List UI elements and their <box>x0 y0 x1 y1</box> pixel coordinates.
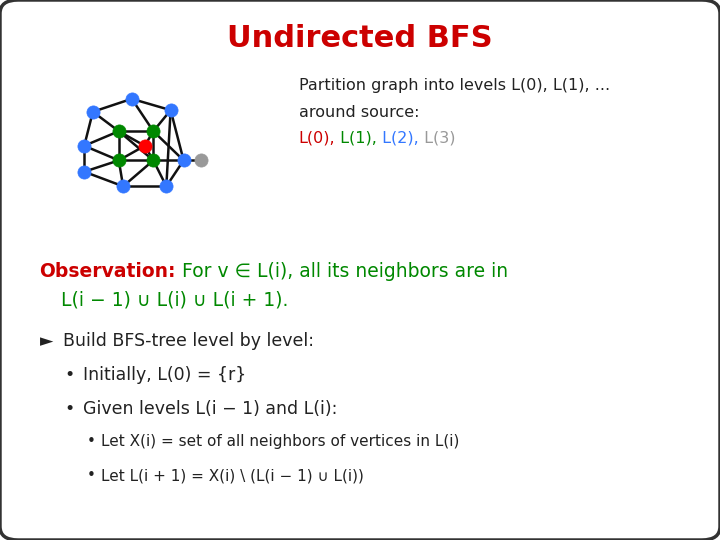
Text: Given levels L(i − 1) and L(i):: Given levels L(i − 1) and L(i): <box>83 400 337 418</box>
Text: L(0),: L(0), <box>299 131 336 146</box>
Text: Partition graph into levels L(0), L(1), ...: Partition graph into levels L(0), L(1), … <box>299 78 610 93</box>
Text: Observation:: Observation: <box>40 262 176 281</box>
Text: L(2),: L(2), <box>377 131 419 146</box>
Point <box>87 107 99 116</box>
Text: Initially, L(0) = {r}: Initially, L(0) = {r} <box>83 366 246 384</box>
Point <box>78 141 90 150</box>
Text: •: • <box>65 366 75 384</box>
Text: Undirected BFS: Undirected BFS <box>228 24 492 53</box>
Text: For v ∈ L(i), all its neighbors are in: For v ∈ L(i), all its neighbors are in <box>176 262 508 281</box>
Point <box>126 94 138 103</box>
Text: around source:: around source: <box>299 105 419 120</box>
Text: Let L(i + 1) = X(i) \ (L(i − 1) ∪ L(i)): Let L(i + 1) = X(i) \ (L(i − 1) ∪ L(i)) <box>101 468 364 483</box>
Text: L(1),: L(1), <box>336 131 377 146</box>
Point <box>178 156 189 165</box>
Point <box>113 127 125 136</box>
Text: •: • <box>86 434 95 449</box>
Text: Build BFS-tree level by level:: Build BFS-tree level by level: <box>63 332 315 350</box>
Text: Let X(i) = set of all neighbors of vertices in L(i): Let X(i) = set of all neighbors of verti… <box>101 434 459 449</box>
Point <box>195 156 207 165</box>
Point <box>148 127 159 136</box>
Text: L(3): L(3) <box>419 131 456 146</box>
Point <box>113 156 125 165</box>
Point <box>78 167 90 176</box>
Point <box>161 182 172 191</box>
Point <box>139 141 150 150</box>
Text: •: • <box>65 400 75 418</box>
Point <box>148 156 159 165</box>
Text: ►: ► <box>40 332 53 350</box>
Text: •: • <box>86 468 95 483</box>
Point <box>165 106 176 114</box>
Point <box>117 182 129 191</box>
Text: L(i − 1) ∪ L(i) ∪ L(i + 1).: L(i − 1) ∪ L(i) ∪ L(i + 1). <box>61 291 289 309</box>
